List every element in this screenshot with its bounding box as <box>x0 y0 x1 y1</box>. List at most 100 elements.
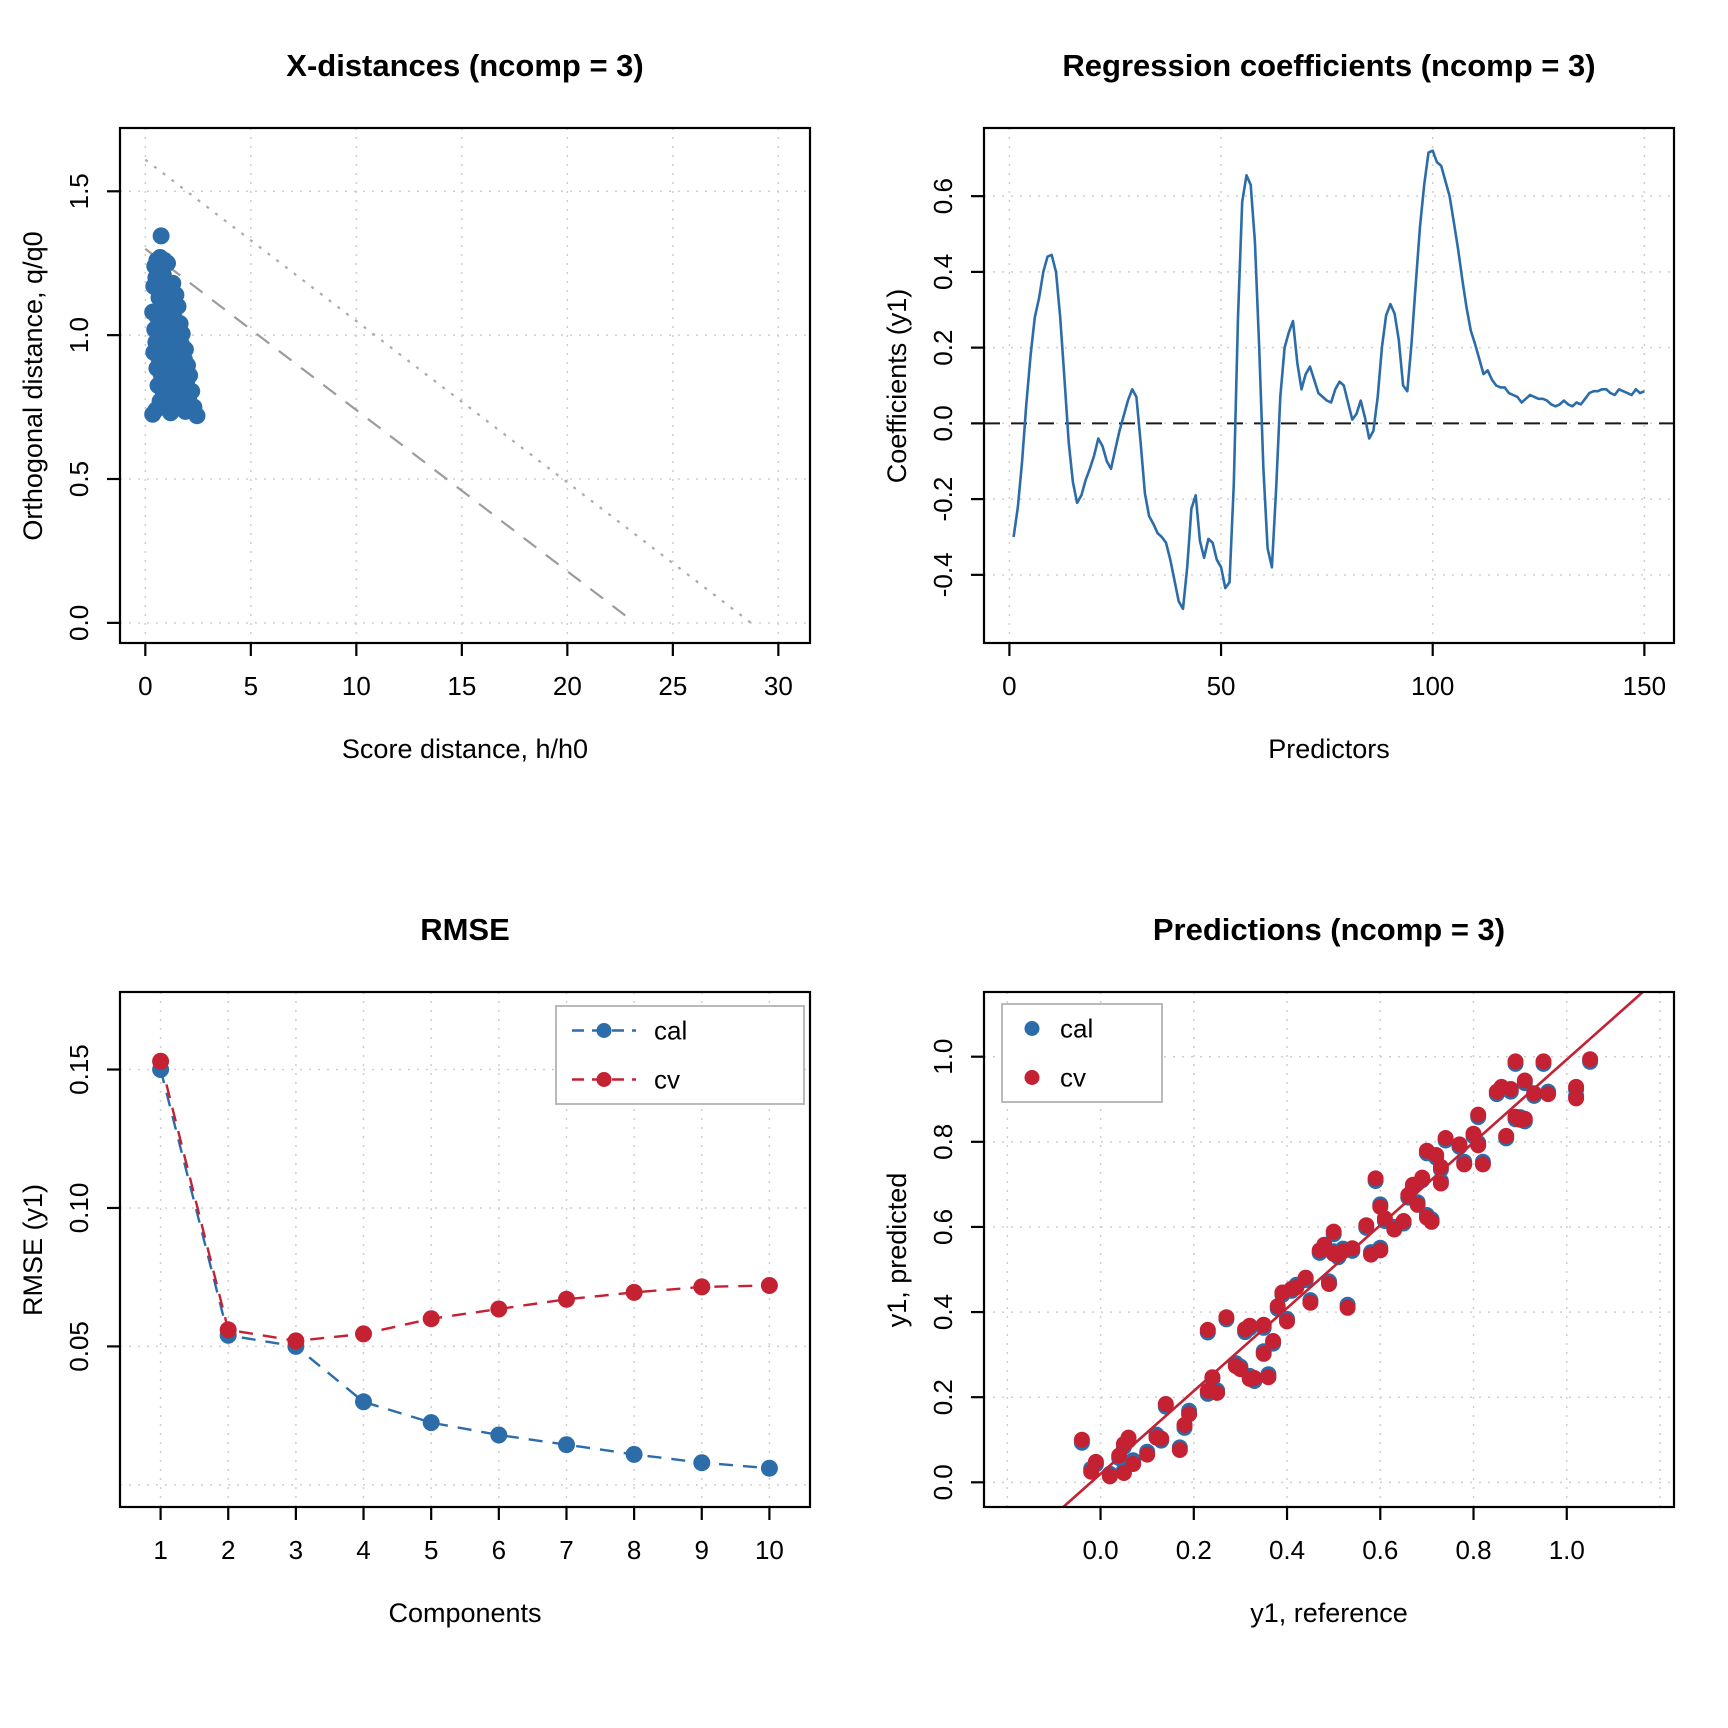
cv-predictions <box>1432 1175 1449 1192</box>
cal-scores <box>188 407 206 425</box>
plot-area: 0 5 10 15 20 25 30 0.0 0.5 1.0 1.5 <box>64 126 812 701</box>
cv-predictions <box>1204 1369 1221 1386</box>
cv-predictions <box>1516 1072 1533 1089</box>
coefficients-curve <box>1012 149 1645 611</box>
y-tick-label: 0.2 <box>928 1379 958 1415</box>
plot-frame <box>982 990 1676 1509</box>
cv-predictions <box>1321 1276 1337 1292</box>
x-tick-label: 7 <box>559 1535 573 1565</box>
fit-line <box>1062 991 1644 1508</box>
cv-points <box>152 1052 170 1070</box>
panel-title-predictions: Predictions (ncomp = 3) <box>1153 912 1505 947</box>
cal-points <box>422 1414 440 1432</box>
cal-scores <box>152 227 170 245</box>
legend-marker-cv <box>1024 1070 1040 1085</box>
y-tick-label: 0.8 <box>928 1124 958 1160</box>
cv-predictions <box>1423 1213 1440 1230</box>
cv-predictions <box>1507 1053 1524 1070</box>
extreme-limit-dotted <box>144 158 752 624</box>
x-tick-label: 150 <box>1623 671 1666 701</box>
x-tick-label: 0.6 <box>1362 1535 1398 1565</box>
cv-predictions <box>1101 1468 1118 1485</box>
legend-label-cv: cv <box>1060 1063 1086 1093</box>
cv-predictions <box>1255 1316 1272 1333</box>
cv-points <box>760 1277 778 1294</box>
x-tick-label: 0.0 <box>1082 1535 1118 1565</box>
cv-predictions <box>1139 1446 1156 1463</box>
cv-predictions <box>1409 1196 1426 1213</box>
x-tick-label: 25 <box>658 671 687 701</box>
cv-predictions <box>1157 1396 1174 1412</box>
y-tick-label: 1.0 <box>64 317 94 353</box>
cal-points <box>490 1426 508 1444</box>
panel-regression-coefficients: Regression coefficients (ncomp = 3) Pred… <box>864 0 1728 864</box>
cv-predictions <box>1260 1369 1277 1386</box>
cv-points <box>422 1310 440 1328</box>
cv-points <box>625 1283 643 1301</box>
cv-predictions <box>1255 1345 1272 1362</box>
cv-predictions <box>1171 1442 1188 1458</box>
panel-rmse: RMSE Components RMSE (y1) 1 2 3 4 5 6 7 8 9 10 0.0… <box>0 864 864 1728</box>
predictions-plot: Predictions (ncomp = 3) y1, reference y1… <box>882 912 1676 1628</box>
cv-predictions <box>1297 1269 1314 1286</box>
legend-marker-cal <box>1024 1021 1040 1036</box>
cv-predictions <box>1241 1317 1258 1334</box>
y-tick-label: 0.6 <box>928 178 958 214</box>
cal-points <box>558 1436 575 1454</box>
cv-predictions <box>1073 1431 1090 1448</box>
x-tick-label: 2 <box>221 1535 235 1565</box>
x-tick-label: 30 <box>764 671 793 701</box>
cv-predictions <box>1367 1170 1384 1187</box>
y-tick-label: 0.10 <box>64 1183 94 1234</box>
x-tick-label: 0.2 <box>1176 1535 1212 1565</box>
x-tick-label: 5 <box>424 1535 438 1565</box>
y-tick-label: 0.15 <box>64 1044 94 1095</box>
y-axis-label-rmse: RMSE (y1) <box>18 1184 48 1316</box>
cv-predictions <box>1269 1298 1286 1315</box>
plot-area: 0.0 0.2 0.4 0.6 0.8 1.0 0.0 0.2 0.4 0.6 0.8 1.0 cal c… <box>928 990 1676 1565</box>
x-axis-label-predictors: Predictors <box>1268 734 1390 764</box>
y-axis-label-coefficients: Coefficients (y1) <box>882 289 912 484</box>
x-tick-label: 5 <box>244 671 258 701</box>
cv-predictions <box>1153 1430 1170 1447</box>
cv-predictions <box>1568 1078 1585 1095</box>
cv-predictions <box>1209 1384 1226 1401</box>
panel-predictions: Predictions (ncomp = 3) y1, reference y1… <box>864 864 1728 1728</box>
cv-predictions <box>1414 1169 1431 1186</box>
x-tick-label: 0 <box>1002 671 1016 701</box>
x-tick-label: 1 <box>153 1535 167 1565</box>
x-axis-label-y1-reference: y1, reference <box>1250 1598 1408 1628</box>
x-tick-label: 10 <box>342 671 371 701</box>
cv-predictions <box>1218 1309 1235 1326</box>
cv-predictions <box>1376 1210 1393 1227</box>
rmse-plot: RMSE Components RMSE (y1) 1 2 3 4 5 6 7 8 9 10 0.0… <box>18 912 812 1628</box>
cv-points <box>558 1290 575 1308</box>
y-tick-label: 1.5 <box>64 173 94 209</box>
cal-points <box>760 1459 778 1477</box>
cv-points <box>693 1278 711 1296</box>
x-tick-label: 0.4 <box>1269 1535 1305 1565</box>
cv-predictions <box>1246 1370 1263 1386</box>
x-tick-label: 9 <box>695 1535 709 1565</box>
x-tick-label: 50 <box>1207 671 1236 701</box>
plot-frame <box>118 990 812 1509</box>
x-tick-label: 20 <box>553 671 582 701</box>
cal-scores <box>162 404 180 422</box>
y-tick-label: -0.4 <box>928 552 958 597</box>
y-axis-label-orthogonal-distance: Orthogonal distance, q/q0 <box>18 231 48 540</box>
legend-box <box>1001 1003 1163 1103</box>
cv-predictions <box>1451 1136 1468 1153</box>
y-tick-label: 0.5 <box>64 461 94 497</box>
cv-predictions <box>1526 1085 1543 1102</box>
y-axis-label-y1-predicted: y1, predicted <box>882 1173 912 1328</box>
x-tick-label: 0 <box>138 671 152 701</box>
cal-points <box>355 1393 372 1411</box>
x-tick-label: 10 <box>755 1535 784 1565</box>
y-tick-label: 0.0 <box>928 405 958 441</box>
y-tick-label: 0.2 <box>928 330 958 366</box>
panel-xdistances: X-distances (ncomp = 3) Score distance, … <box>0 0 864 864</box>
x-tick-label: 6 <box>492 1535 506 1565</box>
cal-points <box>693 1454 711 1472</box>
cv-points <box>490 1300 508 1318</box>
